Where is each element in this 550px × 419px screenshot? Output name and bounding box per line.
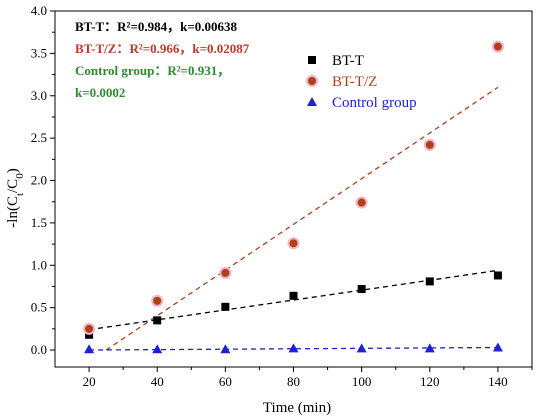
axes: 20 40 60 80 100 120 140 0.0 0.5 1.0 1.5 2.0 2.5 3.0 3.… (31, 3, 533, 389)
x-tick-label: 40 (151, 374, 164, 389)
annotation-values: R²=0.984，k=0.00638 (117, 19, 237, 34)
fit-line-bt-t (88, 269, 499, 331)
y-axis-label-sub1: t (14, 193, 26, 196)
y-axis-label: -ln(Ct/C0) (5, 168, 26, 227)
y-tick-label: 3.5 (31, 45, 47, 60)
data-point-control-group (288, 343, 299, 353)
annotation-values: k=0.0002 (75, 85, 125, 100)
data-point-control-group (220, 344, 231, 354)
x-tick-label: 140 (488, 374, 508, 389)
annotation-values: R²=0.931， (167, 63, 230, 78)
y-axis-label-sub2: 0 (14, 173, 26, 179)
y-tick-label: 2.0 (31, 173, 47, 188)
x-axis-label: Time (min) (263, 400, 331, 416)
legend-label-bt-t-z: BT-T/Z (332, 74, 377, 90)
annotation-values: R²=0.966，k=0.02087 (129, 41, 249, 56)
data-point-bt-t (221, 302, 230, 311)
data-point-bt-t-z (287, 237, 300, 250)
legend-marker-bt-t-z (306, 75, 318, 87)
x-tick-label: 100 (352, 374, 372, 389)
data-point-bt-t-z (151, 294, 164, 307)
data-point-bt-t (493, 271, 502, 280)
x-tick-label: 60 (219, 374, 232, 389)
annotations: BT-T：R²=0.984，k=0.00638 BT-T/Z：R²=0.966，k… (75, 19, 250, 100)
legend-label-bt-t: BT-T (332, 53, 364, 69)
data-points (83, 40, 504, 354)
data-point-bt-t (425, 277, 434, 286)
annotation-line: Control group：R²=0.931， (75, 63, 230, 78)
annotation-line: BT-T：R²=0.984，k=0.00638 (75, 19, 237, 34)
annotation-series-label: BT-T/Z： (75, 41, 129, 56)
y-tick-label: 0.5 (31, 300, 47, 315)
y-tick-label: 3.0 (31, 88, 47, 103)
data-point-bt-t-z (83, 322, 96, 335)
data-point-bt-t (153, 316, 162, 325)
y-tick-label: 4.0 (31, 3, 47, 18)
data-point-control-group (356, 343, 367, 353)
fit-lines (88, 86, 499, 351)
fit-line-bt-t-z (105, 86, 499, 351)
data-point-control-group (84, 344, 95, 354)
data-point-control-group (492, 342, 503, 352)
y-axis-label-mid: /C (5, 179, 21, 193)
data-point-bt-t-z (491, 40, 504, 53)
x-tick-label: 120 (420, 374, 440, 389)
legend: BT-T BT-T/Z Control group (306, 53, 417, 111)
x-tick-label: 80 (287, 374, 300, 389)
annotation-series-label: Control group： (75, 63, 167, 78)
annotation-series-label: BT-T： (75, 19, 117, 34)
legend-marker-bt-t (308, 56, 316, 64)
y-axis-label-main: -ln(C (5, 196, 21, 228)
annotation-line: k=0.0002 (75, 85, 125, 100)
data-point-control-group (152, 344, 163, 354)
legend-marker-control-group (307, 97, 317, 106)
y-tick-label: 1.5 (31, 215, 47, 230)
data-point-bt-t (289, 291, 298, 300)
y-tick-label: 2.5 (31, 130, 47, 145)
data-point-bt-t-z (423, 138, 436, 151)
legend-label-control-group: Control group (332, 95, 417, 111)
data-point-control-group (424, 343, 435, 353)
y-tick-label: 1.0 (31, 257, 47, 272)
annotation-line: BT-T/Z：R²=0.966，k=0.02087 (75, 41, 250, 56)
data-point-bt-t-z (219, 266, 232, 279)
data-point-bt-t (357, 285, 366, 294)
y-tick-label: 0.0 (31, 342, 47, 357)
data-point-bt-t-z (355, 196, 368, 209)
x-tick-label: 20 (83, 374, 96, 389)
y-axis-label-end: ) (5, 168, 21, 173)
